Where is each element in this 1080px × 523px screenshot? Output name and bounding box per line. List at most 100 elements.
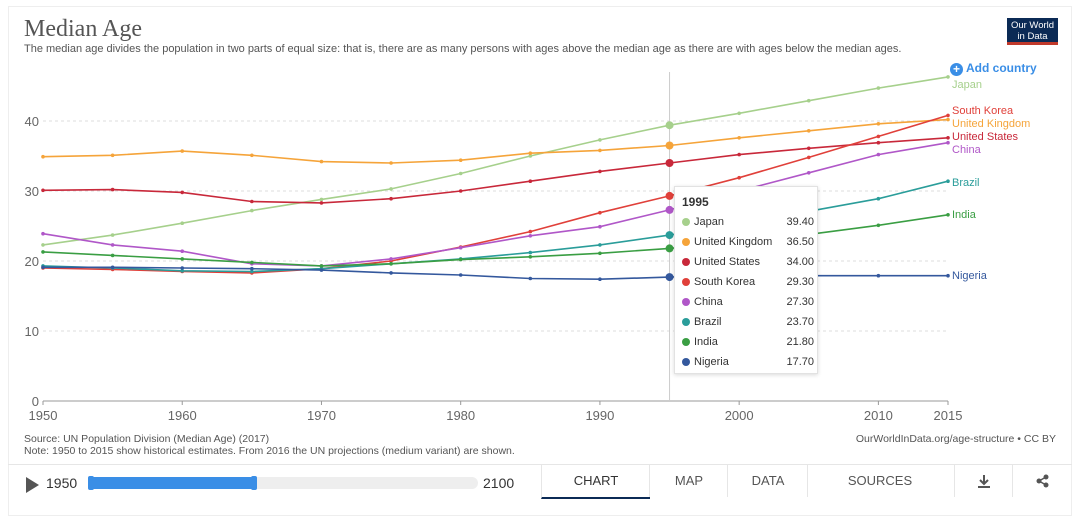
data-point (598, 251, 602, 256)
data-point (946, 75, 950, 79)
tooltip-country: United Kingdom (694, 236, 773, 248)
tooltip-value: 29.30 (786, 276, 814, 288)
tooltip-row: Nigeria 17.70 (682, 355, 814, 371)
data-point (458, 189, 463, 193)
data-point (389, 271, 393, 275)
tooltip-country: Brazil (694, 316, 722, 328)
data-point (389, 257, 393, 261)
source-note: Source: UN Population Division (Median A… (24, 433, 515, 457)
owid-url-link[interactable]: OurWorldInData.org/age-structure • CC BY (855, 433, 1056, 445)
source-text: Source: UN Population Division (Median A… (24, 433, 270, 445)
series-label: India (952, 209, 977, 221)
tooltip-country: India (694, 336, 718, 348)
data-point (41, 231, 45, 236)
data-point (876, 273, 881, 278)
data-point (598, 224, 602, 229)
share-button[interactable] (1012, 465, 1071, 497)
share-icon (1036, 474, 1049, 488)
tooltip-value: 27.30 (786, 296, 814, 308)
data-point (665, 205, 674, 214)
data-point (41, 265, 45, 270)
tooltip-value: 36.50 (786, 236, 814, 248)
tooltip-country: United States (694, 256, 761, 268)
y-tick-label: 40 (25, 114, 39, 129)
data-point (528, 254, 533, 259)
page-subtitle: The median age divides the population in… (24, 43, 902, 55)
data-point (598, 148, 602, 153)
tooltip-row: United States 34.00 (682, 255, 814, 271)
data-point (806, 146, 811, 151)
data-point (389, 161, 393, 165)
timeline-end-handle[interactable] (251, 476, 257, 490)
data-point (528, 229, 533, 234)
x-tick-label: 1950 (29, 408, 58, 423)
timeline-slider[interactable] (88, 476, 478, 490)
tooltip-country: Japan (694, 216, 724, 228)
tab-sources[interactable]: SOURCES (807, 465, 952, 497)
data-point (665, 159, 674, 167)
data-point (528, 154, 533, 158)
data-point (250, 153, 254, 158)
data-point (737, 175, 741, 180)
data-point (180, 257, 185, 261)
data-point (458, 245, 463, 250)
data-point (319, 264, 324, 268)
timeline-start-handle[interactable] (88, 476, 94, 490)
owid-logo[interactable]: Our World in Data (1007, 18, 1058, 45)
x-tick-label: 2000 (725, 408, 754, 423)
data-point (528, 276, 533, 281)
series-label: Japan (952, 79, 982, 91)
data-point (250, 269, 254, 274)
chart-frame (8, 6, 1072, 516)
data-point (528, 179, 533, 183)
tooltip-row: Brazil 23.70 (682, 315, 814, 331)
add-country-button[interactable]: + Add country (950, 61, 1037, 76)
data-point (598, 210, 602, 215)
series-label: United Kingdom (952, 118, 1030, 130)
data-point (737, 152, 741, 157)
data-point (876, 140, 881, 145)
data-point (528, 234, 533, 238)
data-point (319, 268, 324, 272)
timeline-selected-range[interactable] (88, 477, 257, 489)
tooltip-year: 1995 (682, 195, 709, 209)
data-point (876, 196, 881, 201)
plus-icon: + (950, 63, 963, 76)
data-point (665, 231, 674, 240)
data-point (665, 141, 674, 150)
data-point (389, 196, 393, 201)
play-icon[interactable] (26, 477, 39, 493)
tooltip-value: 17.70 (786, 356, 814, 368)
download-button[interactable] (954, 465, 1013, 497)
y-tick-label: 0 (32, 394, 39, 409)
data-point (806, 129, 811, 133)
tab-data[interactable]: DATA (727, 465, 808, 497)
tab-chart[interactable]: CHART (541, 465, 650, 499)
data-point (389, 262, 393, 266)
page-title: Median Age (24, 16, 142, 42)
data-point (876, 86, 881, 90)
tab-map[interactable]: MAP (649, 465, 728, 497)
tooltip-country: China (694, 296, 723, 308)
data-point (250, 208, 254, 213)
data-point (598, 277, 602, 282)
legend-dot-icon (682, 238, 690, 246)
data-point (665, 121, 674, 130)
tooltip-row: South Korea 29.30 (682, 275, 814, 291)
data-point (180, 221, 185, 225)
logo-line-2: in Data (1017, 30, 1048, 42)
timeline-end-year: 2100 (483, 475, 515, 491)
data-point (458, 171, 463, 176)
data-point (458, 257, 463, 262)
data-point (458, 158, 463, 162)
data-point (180, 269, 185, 273)
data-point (180, 249, 185, 253)
series-line-united-kingdom (42, 118, 949, 164)
series-line-japan (42, 76, 949, 246)
data-point (598, 138, 602, 142)
data-point (946, 213, 950, 217)
data-point (806, 171, 811, 175)
x-tick-label: 2010 (864, 408, 893, 423)
series-label: Brazil (952, 177, 980, 189)
data-point (180, 266, 185, 270)
